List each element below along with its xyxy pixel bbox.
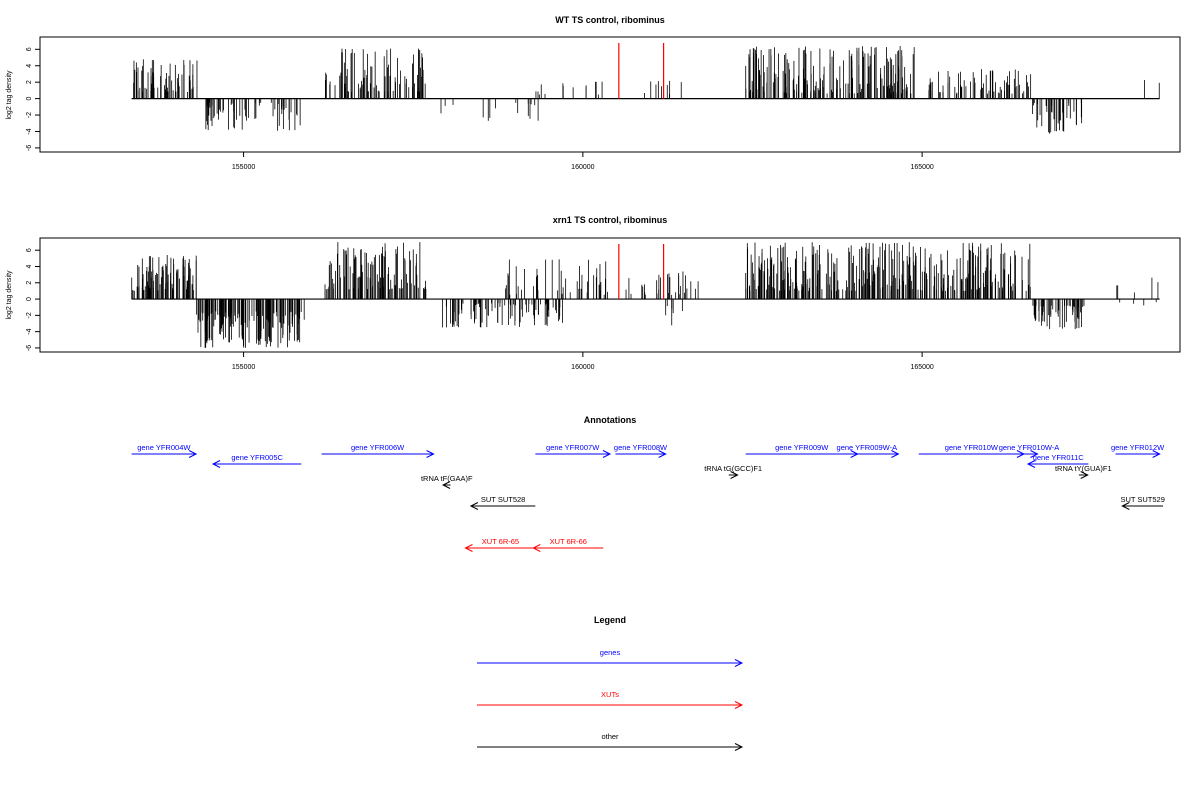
legend-item-label: other — [601, 732, 619, 741]
legend-title: Legend — [594, 615, 626, 625]
feature-arrow-head — [891, 450, 900, 458]
feature-arrow-head — [464, 544, 473, 552]
wt-ytick-label: 6 — [26, 47, 33, 51]
feature-label: gene YFR010W — [945, 443, 999, 452]
wt-track-title: WT TS control, ribominus — [555, 15, 665, 25]
xrn1-track-panel: xrn1 TS control, ribominus log2 tag dens… — [6, 215, 1181, 371]
feature-label: gene YFR004W — [137, 443, 191, 452]
feature-label: gene YFR008W — [614, 443, 668, 452]
legend-item-label: XUTs — [601, 690, 619, 699]
feature-label: SUT SUT529 — [1120, 495, 1164, 504]
wt-track-ylabel: log2 tag density — [6, 70, 13, 120]
feature-arrow-head — [1152, 450, 1161, 458]
feature-arrow-head — [1080, 471, 1089, 479]
feature-arrow-head — [426, 450, 435, 458]
feature-label: tRNA tF(GAA)F — [421, 474, 473, 483]
feature-arrow-head — [188, 450, 198, 458]
xrn1-ytick-label: -4 — [26, 328, 33, 334]
legend-arrow-head — [734, 701, 744, 709]
feature-label: gene YFR009W — [775, 443, 829, 452]
xrn1-ytick-label: 6 — [26, 248, 33, 252]
xrn1-xtick-label: 160000 — [571, 364, 594, 371]
feature-arrow-head — [1121, 502, 1130, 510]
feature-arrow-head — [211, 460, 221, 468]
feature-label: gene YFR005C — [231, 453, 283, 462]
xrn1-track-title: xrn1 TS control, ribominus — [553, 215, 668, 225]
annotations-panel: Annotations gene YFR004W gene YFR005C gene… — [131, 415, 1165, 552]
feature-label: gene YFR009W-A — [837, 443, 898, 452]
xrn1-ytick-label: 0 — [26, 297, 33, 301]
xrn1-xtick-label: 155000 — [232, 364, 255, 371]
feature-label: gene YFR006W — [351, 443, 405, 452]
wt-ytick-label: -6 — [26, 145, 33, 151]
feature-arrow-head — [1030, 450, 1039, 458]
feature-arrow-head — [469, 502, 479, 510]
wt-xtick-label: 165000 — [910, 164, 933, 171]
feature-label: tRNA tG(GCC)F1 — [704, 464, 762, 473]
legend-panel: Legend genes XUTs other — [477, 615, 744, 751]
xrn1-ytick-label: -2 — [26, 312, 33, 318]
xrn1-ytick-label: -6 — [26, 345, 33, 351]
feature-arrow-head — [532, 544, 541, 552]
feature-label: gene YFR007W — [546, 443, 600, 452]
legend-arrow-head — [734, 743, 744, 751]
annotations-title: Annotations — [584, 415, 637, 425]
wt-ytick-label: -2 — [26, 112, 33, 118]
feature-label: gene YFR011C — [1033, 453, 1085, 462]
feature-label: tRNA tY(GUA)F1 — [1055, 464, 1112, 473]
xrn1-plot-frame — [39, 237, 1181, 353]
xrn1-ytick-label: 2 — [26, 281, 33, 285]
feature-arrow-head — [658, 450, 667, 458]
wt-ytick-label: -4 — [26, 128, 33, 134]
legend-arrow-head — [734, 659, 744, 667]
feature-label: gene YFR010W-A — [999, 443, 1060, 452]
feature-label: XUT 6R-65 — [482, 537, 519, 546]
wt-ytick-label: 4 — [26, 64, 33, 68]
feature-label: gene YFR012W — [1111, 443, 1165, 452]
wt-ytick-label: 0 — [26, 97, 33, 101]
feature-arrow-head — [441, 481, 451, 489]
xrn1-track-ylabel: log2 tag density — [6, 270, 13, 320]
feature-label: XUT 6R-66 — [550, 537, 587, 546]
wt-ytick-label: 2 — [26, 80, 33, 84]
feature-arrow-head — [730, 471, 739, 479]
feature-label: SUT SUT528 — [481, 495, 525, 504]
feature-arrow-head — [602, 450, 612, 458]
wt-xtick-label: 160000 — [571, 164, 594, 171]
wt-plot-frame — [39, 36, 1181, 153]
wt-xtick-label: 155000 — [232, 164, 255, 171]
wt-track-panel: WT TS control, ribominus log2 tag densit… — [6, 15, 1181, 171]
xrn1-xtick-label: 165000 — [910, 364, 933, 371]
xrn1-ytick-label: 4 — [26, 264, 33, 268]
feature-arrow-head — [1026, 460, 1036, 468]
legend-item-label: genes — [600, 648, 621, 657]
